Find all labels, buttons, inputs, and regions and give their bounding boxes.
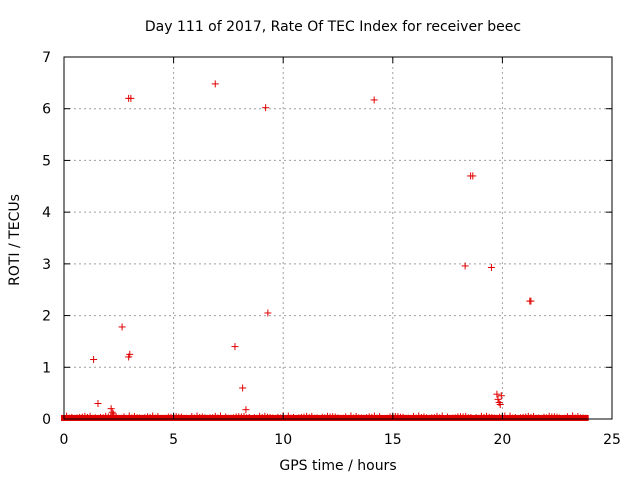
data-point [211, 80, 219, 88]
y-tick-label: 1 [42, 360, 51, 376]
data-point [242, 406, 250, 414]
data-point [497, 392, 505, 400]
x-tick-labels: 0 5 10 15 20 25 [60, 432, 621, 448]
x-axis-label: GPS time / hours [279, 458, 396, 474]
data-point [231, 343, 239, 351]
plot-frame [63, 56, 613, 420]
chart-title: Day 111 of 2017, Rate Of TEC Index for r… [145, 19, 521, 35]
y-tick-label: 4 [42, 205, 51, 221]
data-point [469, 172, 477, 180]
data-point [461, 262, 469, 270]
data-point [494, 395, 502, 403]
y-tick-label: 6 [42, 102, 51, 118]
axis-ticks [63, 56, 613, 420]
baseline-band [61, 412, 589, 421]
y-axis-label: ROTI / TECUs [7, 194, 23, 286]
data-points [90, 80, 535, 418]
x-tick-label: 25 [603, 432, 621, 448]
y-tick-label: 2 [42, 309, 51, 325]
data-point [527, 297, 535, 305]
x-tick-label: 10 [274, 432, 292, 448]
data-point [107, 405, 115, 413]
data-point [262, 104, 270, 112]
data-point [109, 410, 117, 418]
y-tick-label: 0 [42, 412, 51, 428]
y-tick-label: 7 [42, 50, 51, 66]
x-tick-label: 20 [493, 432, 511, 448]
data-point [118, 323, 126, 331]
data-point [90, 356, 98, 364]
data-point [108, 408, 116, 416]
y-tick-label: 5 [42, 153, 51, 169]
data-point [370, 96, 378, 104]
x-tick-label: 5 [169, 432, 178, 448]
grid-lines [64, 57, 612, 419]
data-point [127, 94, 135, 102]
x-tick-label: 15 [384, 432, 402, 448]
data-point [264, 309, 272, 317]
y-tick-label: 3 [42, 257, 51, 273]
data-point [493, 390, 501, 398]
data-point [496, 401, 504, 409]
x-tick-label: 0 [60, 432, 69, 448]
y-tick-labels: 0 1 2 3 4 5 6 7 [42, 50, 51, 428]
data-point [487, 263, 495, 271]
data-point [94, 399, 102, 407]
data-point [126, 350, 134, 358]
data-point [239, 384, 247, 392]
